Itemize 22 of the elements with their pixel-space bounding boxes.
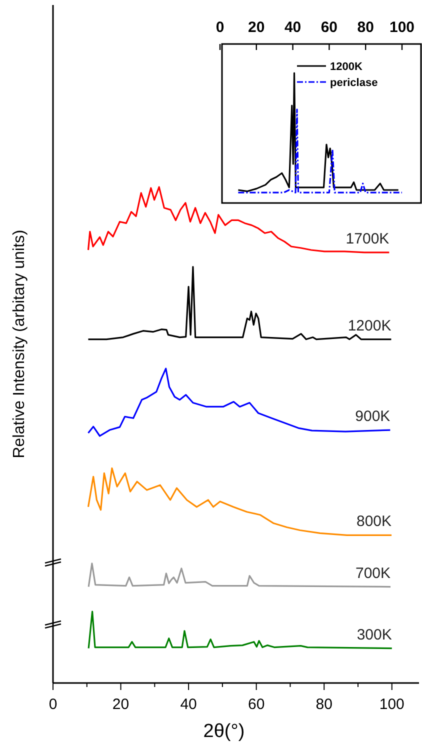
x-tick-label: 100 — [379, 696, 404, 713]
x-tick-label: 0 — [216, 19, 224, 36]
x-tick-label: 40 — [284, 19, 302, 36]
x-tick-label: 60 — [320, 19, 338, 36]
series-label: 300K — [356, 626, 392, 644]
series-label: 800K — [356, 513, 392, 530]
x-tick-label: 80 — [316, 696, 332, 713]
series-label: 900K — [355, 408, 390, 426]
x-tick-label: 40 — [180, 696, 197, 713]
legend-label: 1200K — [330, 61, 362, 73]
y-axis-title: Relative Intensity (arbitary units) — [11, 230, 28, 458]
x-tick-label: 80 — [357, 19, 374, 36]
x-tick-label: 60 — [248, 696, 265, 713]
legend-label: periclase — [330, 77, 378, 89]
x-tick-label: 0 — [48, 696, 58, 713]
series-label: 1200K — [348, 317, 392, 334]
x-tick-label: 100 — [389, 19, 415, 36]
series-label: 1700K — [346, 230, 390, 248]
series-label: 700K — [355, 564, 391, 582]
x-axis-title: 2θ(°) — [203, 721, 245, 742]
x-tick-label: 20 — [248, 19, 265, 36]
x-tick-label: 20 — [112, 696, 130, 713]
